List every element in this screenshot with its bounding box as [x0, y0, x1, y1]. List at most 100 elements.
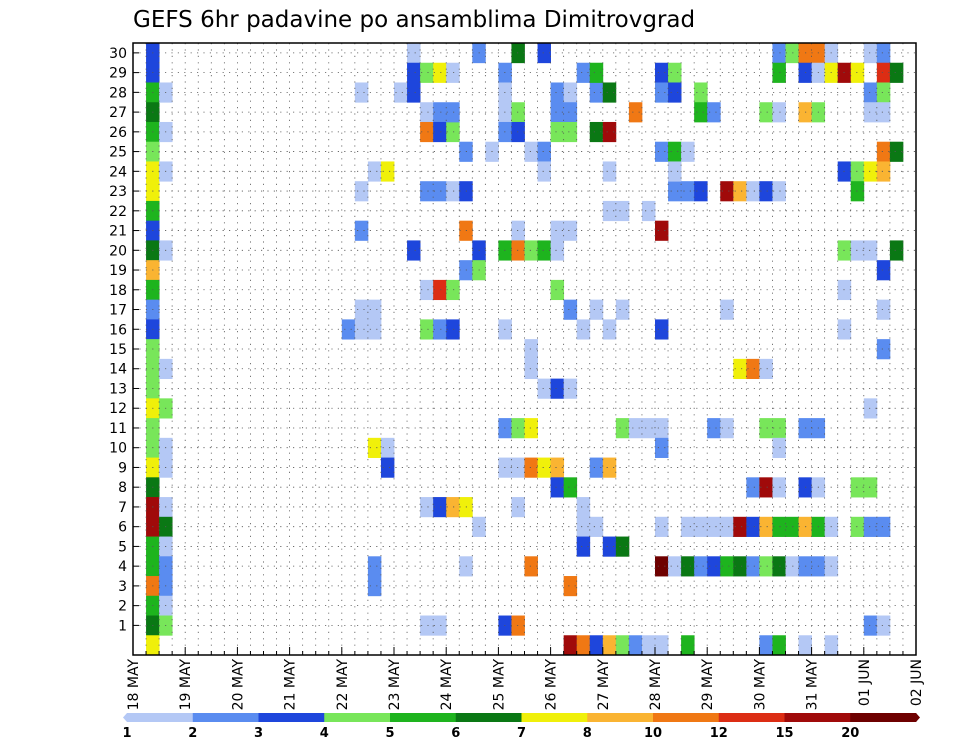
- heatmap-cell: [563, 299, 578, 320]
- legend-label: 3: [254, 726, 263, 741]
- heatmap-cell: [628, 635, 643, 656]
- heatmap-cell: [655, 516, 669, 537]
- heatmap-cell: [563, 576, 578, 597]
- heatmap-cell: [615, 299, 630, 320]
- heatmap-cell: [850, 477, 865, 498]
- heatmap-cell: [524, 358, 538, 380]
- heatmap-cell: [863, 82, 878, 103]
- heatmap-cell: [694, 181, 708, 202]
- heatmap-cell: [772, 181, 786, 202]
- legend-label: 15: [775, 726, 793, 741]
- heatmap-cell: [615, 635, 630, 656]
- heatmap-cell: [563, 220, 578, 241]
- legend-label: 5: [385, 726, 394, 741]
- heatmap-cell: [655, 220, 669, 241]
- y-tick-label: 2: [118, 599, 127, 615]
- heatmap-cell: [876, 299, 891, 320]
- heatmap-cell: [863, 398, 878, 419]
- heatmap-cell: [668, 62, 682, 83]
- heatmap-cell: [615, 536, 630, 557]
- heatmap-cell: [681, 181, 695, 202]
- heatmap-cell: [759, 358, 773, 380]
- heatmap-cell: [720, 181, 734, 202]
- heatmap-cell: [863, 240, 878, 261]
- x-tick-label: 22 MAY: [335, 659, 351, 711]
- heatmap-cell: [420, 279, 434, 301]
- heatmap-cell: [876, 161, 891, 182]
- legend-label: 4: [320, 726, 329, 741]
- heatmap-cell: [589, 516, 604, 537]
- heatmap-cell: [694, 102, 708, 123]
- y-tick-label: 24: [109, 164, 127, 180]
- legend-label: 10: [644, 726, 662, 741]
- heatmap-cell: [433, 319, 447, 340]
- heatmap-cell: [550, 457, 565, 478]
- legend-swatch: [784, 713, 851, 722]
- legend-label: 2: [188, 726, 197, 741]
- heatmap-cell: [772, 62, 786, 83]
- heatmap-cell: [446, 181, 460, 202]
- x-tick-label: 30 MAY: [752, 659, 768, 711]
- heatmap-cell: [720, 418, 734, 439]
- heatmap-cell: [746, 556, 760, 577]
- legend-swatch: [390, 713, 457, 722]
- heatmap-cell: [876, 260, 891, 281]
- heatmap-cell: [380, 437, 395, 458]
- heatmap-cell: [668, 181, 682, 202]
- heatmap-cell: [354, 319, 369, 340]
- heatmap-cell: [772, 437, 786, 458]
- heatmap-cell: [537, 161, 551, 182]
- chart-title: GEFS 6hr padavine po ansamblima Dimitrov…: [133, 7, 695, 33]
- heatmap-cell: [433, 102, 447, 123]
- heatmap-cell: [850, 181, 865, 202]
- heatmap-cell: [681, 516, 695, 537]
- heatmap-cell: [367, 299, 382, 320]
- y-tick-label: 18: [109, 283, 127, 299]
- heatmap-cell: [655, 319, 669, 340]
- x-tick-label: 26 MAY: [544, 659, 560, 711]
- heatmap-cell: [367, 556, 382, 577]
- y-tick-label: 25: [109, 145, 127, 161]
- legend-swatch: [718, 713, 785, 722]
- heatmap-cell: [746, 477, 760, 498]
- heatmap-cell: [876, 62, 891, 83]
- heatmap-cell: [563, 121, 578, 143]
- heatmap-cell: [576, 497, 591, 518]
- heatmap-cell: [407, 240, 421, 261]
- heatmap-cell: [772, 102, 786, 123]
- heatmap-cell: [772, 477, 786, 498]
- y-tick-label: 1: [118, 618, 127, 634]
- x-tick-label: 01 JUN: [857, 659, 873, 706]
- heatmap-cell: [550, 279, 565, 301]
- heatmap-cell: [589, 457, 604, 478]
- heatmap-cell: [420, 615, 434, 636]
- heatmap-cell: [394, 82, 408, 103]
- heatmap-cell: [628, 102, 643, 123]
- heatmap-cell: [576, 635, 591, 656]
- heatmap-cell: [433, 279, 447, 301]
- cells-layer: [146, 43, 904, 656]
- x-tick-label: 29 MAY: [700, 659, 716, 711]
- heatmap-cell: [863, 43, 878, 64]
- heatmap-cell: [694, 516, 708, 537]
- heatmap-cell: [889, 141, 904, 162]
- heatmap-cell: [720, 299, 734, 320]
- heatmap-cell: [759, 556, 773, 577]
- y-tick-label: 15: [109, 342, 127, 358]
- x-tick-label: 02 JUN: [909, 659, 925, 706]
- heatmap-cell: [563, 378, 578, 399]
- y-tick-label: 23: [109, 184, 127, 200]
- heatmap-cell: [863, 516, 878, 537]
- heatmap-cell: [550, 220, 565, 241]
- heatmap-cell: [407, 62, 421, 83]
- heatmap-cell: [341, 319, 356, 340]
- heatmap-cell: [602, 82, 617, 103]
- heatmap-cell: [446, 121, 460, 143]
- heatmap-cell: [655, 635, 669, 656]
- heatmap-cell: [863, 615, 878, 636]
- heatmap-cell: [602, 121, 617, 143]
- heatmap-cell: [446, 102, 460, 123]
- heatmap-cell: [641, 200, 656, 222]
- heatmap-cell: [681, 556, 695, 577]
- heatmap-cell: [668, 556, 682, 577]
